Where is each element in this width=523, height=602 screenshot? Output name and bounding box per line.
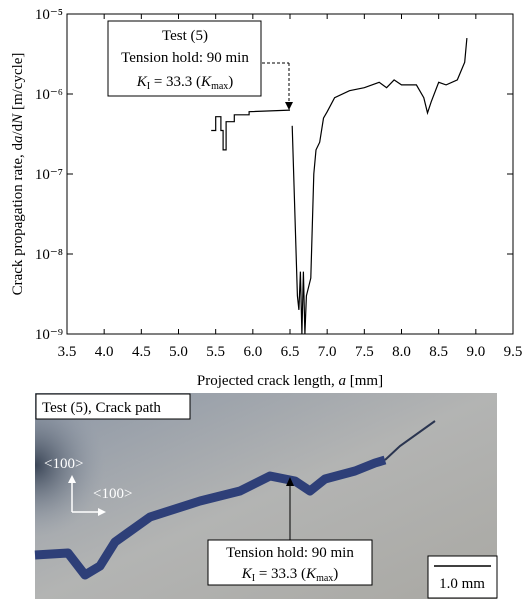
x-tick-label: 7.0 bbox=[318, 344, 337, 360]
y-tick-label: 10⁻⁶ bbox=[35, 87, 63, 103]
x-tick-label: 6.5 bbox=[281, 344, 300, 360]
x-tick-label: 9.5 bbox=[504, 344, 523, 360]
x-tick-label: 9.0 bbox=[466, 344, 485, 360]
annotation-text: Test (5) bbox=[162, 28, 208, 44]
x-tick-label: 6.0 bbox=[243, 344, 262, 360]
scale-bar-box bbox=[427, 555, 498, 599]
data-line bbox=[211, 38, 468, 335]
photo-annotation-box bbox=[207, 539, 373, 586]
annotation-arrowhead bbox=[285, 102, 293, 110]
x-axis-label: Projected crack length, a [mm] bbox=[197, 373, 383, 389]
crack-tip bbox=[384, 420, 436, 461]
orientation-label: <100> bbox=[93, 486, 132, 502]
plot: 3.5 4.0 4.5 5.0 5.5 6.0 6.5 7.0 7.5 8.0 8.5 9.0 9.5 1… bbox=[35, 7, 523, 360]
y-tick-label: 10⁻⁵ bbox=[35, 7, 63, 23]
x-tick-label: 5.0 bbox=[169, 344, 188, 360]
annotation-text: Tension hold: 90 min bbox=[121, 50, 249, 66]
photo-annotation-arrowhead bbox=[286, 477, 294, 486]
photo-annotation-text: Tension hold: 90 min bbox=[226, 545, 354, 561]
annotation-box bbox=[107, 20, 262, 97]
orientation-label: <100> bbox=[44, 456, 83, 472]
photo-title-box bbox=[35, 393, 191, 420]
x-tick-label: 5.5 bbox=[206, 344, 225, 360]
photo-annotation-text: KI = 33.3 (Kmax) bbox=[241, 566, 339, 584]
orientation-arrowhead bbox=[98, 508, 106, 516]
crack bbox=[34, 455, 387, 580]
x-tick-label: 4.5 bbox=[132, 344, 151, 360]
orientation-arrowhead bbox=[68, 475, 76, 483]
y-axis-label: Crack propagation rate, da/dN [m/cycle] bbox=[10, 53, 26, 296]
x-tick-label: 8.5 bbox=[429, 344, 448, 360]
x-tick-label: 3.5 bbox=[58, 344, 77, 360]
x-tick-label: 7.5 bbox=[355, 344, 374, 360]
annotation-text: KI = 33.3 (Kmax) bbox=[136, 74, 234, 92]
crack-photo: Test (5), Crack path <100> <100> Tension… bbox=[34, 393, 498, 599]
photo-title: Test (5), Crack path bbox=[42, 400, 161, 416]
x-tick-label: 4.0 bbox=[95, 344, 114, 360]
x-tick-label: 8.0 bbox=[392, 344, 411, 360]
y-tick-label: 10⁻⁹ bbox=[35, 327, 63, 343]
y-tick-label: 10⁻⁷ bbox=[35, 167, 63, 183]
scale-bar-label: 1.0 mm bbox=[439, 576, 485, 592]
y-tick-label: 10⁻⁸ bbox=[35, 247, 63, 263]
